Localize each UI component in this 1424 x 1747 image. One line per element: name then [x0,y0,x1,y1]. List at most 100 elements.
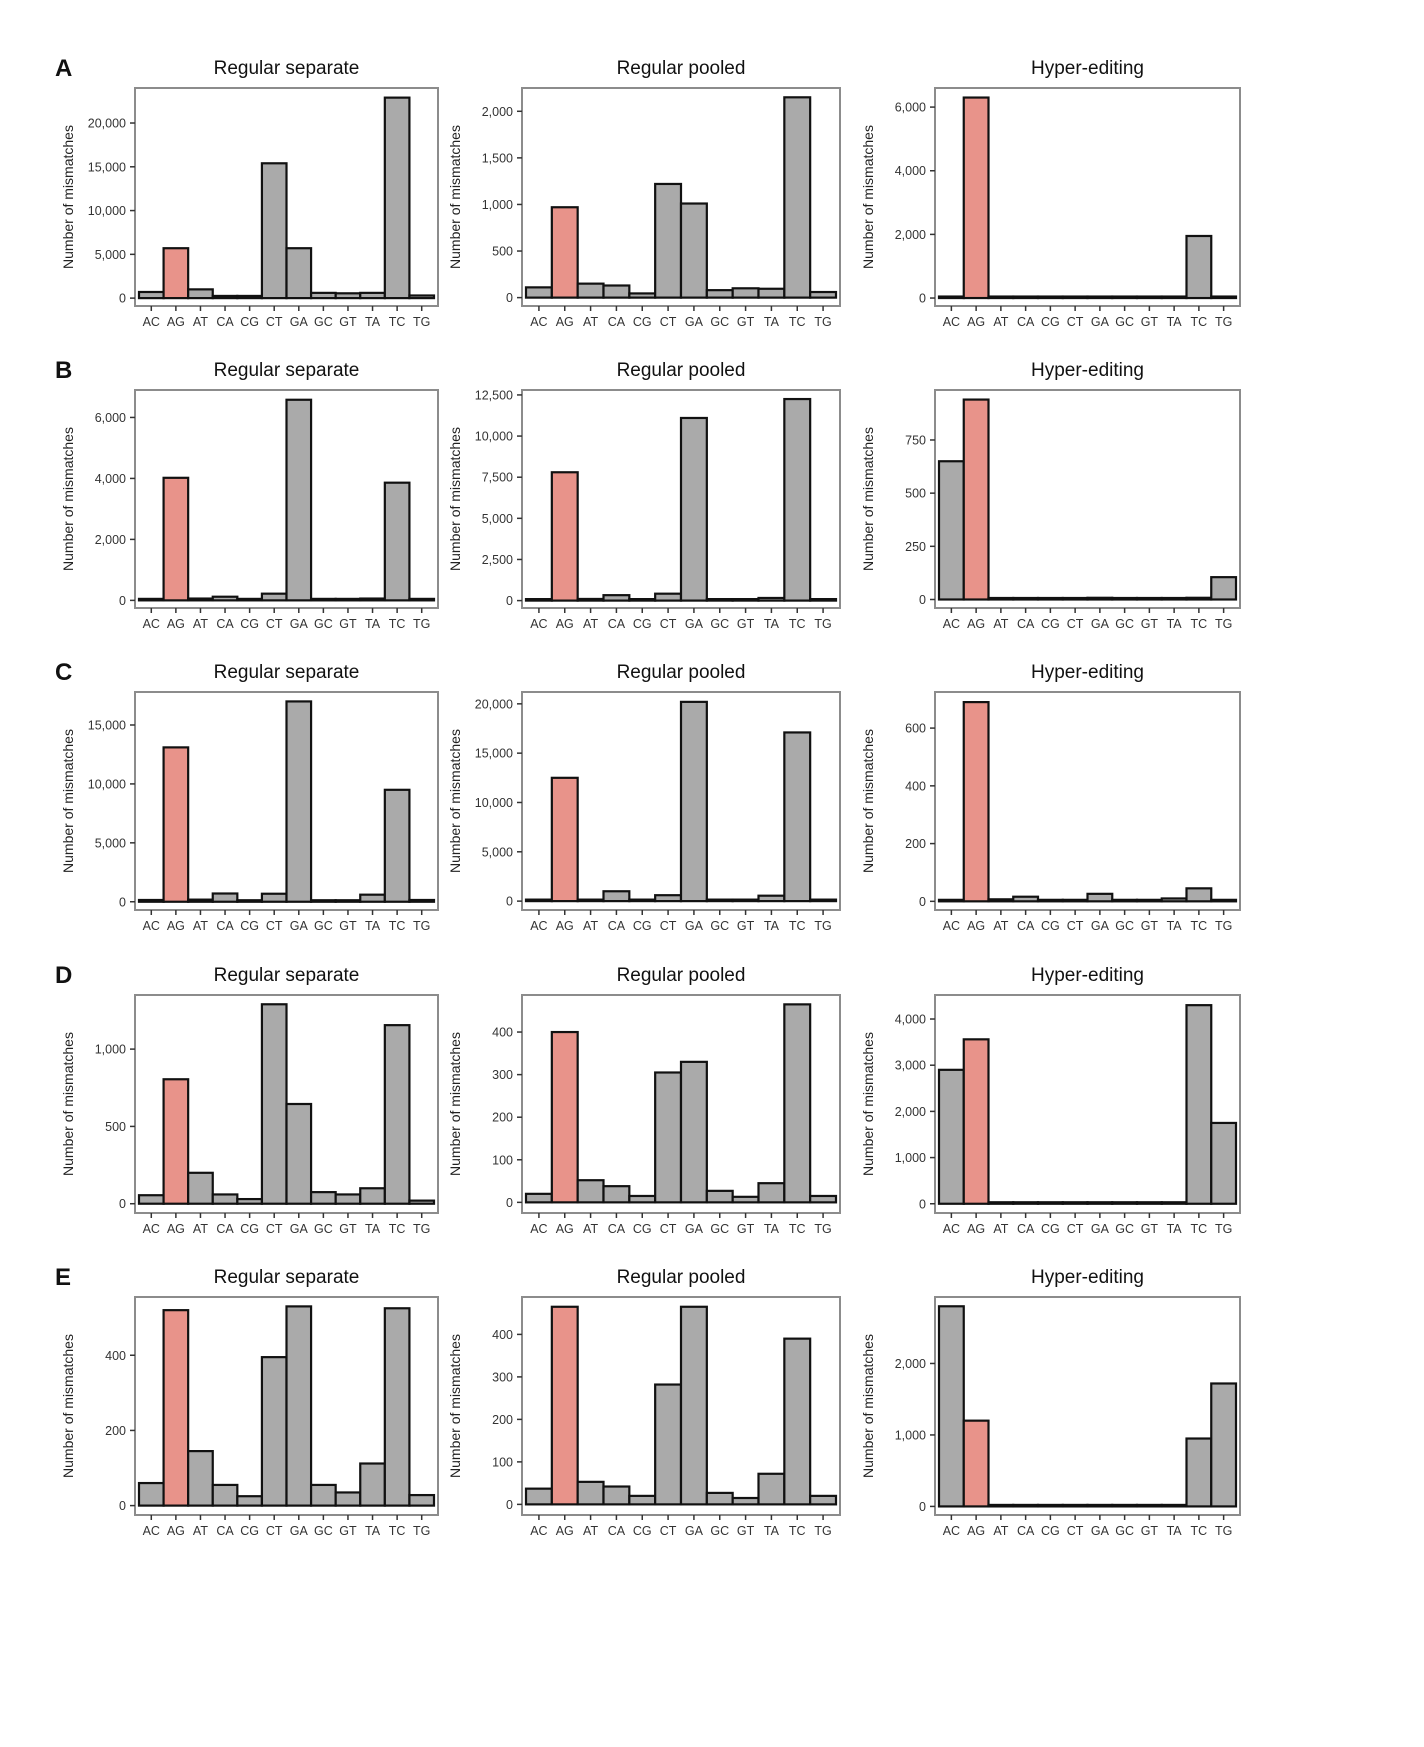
bar-CA [211,1193,239,1205]
y-tick-label: 0 [919,895,926,909]
x-tick-label: CA [216,617,234,631]
y-axis-label: Number of mismatches [447,125,463,269]
x-tick-label: TA [365,919,381,933]
x-tick-label: AT [583,617,598,631]
bar-AG [162,476,190,602]
x-tick-label: GA [685,617,704,631]
y-tick-label: 10,000 [475,796,513,810]
bar-AG [162,746,190,903]
bar-GA [1086,1503,1114,1508]
bar-AG [162,1309,190,1507]
y-tick-label: 500 [492,245,513,259]
x-tick-label: CA [608,919,626,933]
bar-CA [602,284,631,299]
panel-A-2: Hyper-editing AC AG AT CA CG CT GA GC GT TA TC TG 0 2,… [860,58,1241,329]
x-tick-label: CG [633,315,652,329]
x-tick-label: GT [1141,315,1159,329]
x-tick-label: GA [685,315,704,329]
x-tick-label: GT [339,617,357,631]
x-tick-label: CG [1041,617,1060,631]
bar-CA [1012,295,1040,300]
bar-TA [757,596,786,602]
x-tick-label: AC [943,315,960,329]
bar-GT [1135,898,1163,903]
bar-GC [1111,1503,1139,1508]
bar-AT [987,1503,1015,1508]
x-tick-label: AG [556,1222,574,1236]
bar-CA [602,1185,631,1204]
x-tick-label: TA [764,1222,780,1236]
x-tick-label: AG [167,617,185,631]
bar-AT [987,596,1015,601]
x-tick-label: TA [1167,617,1183,631]
bar-TG [809,898,838,903]
x-tick-label: AT [193,919,208,933]
y-tick-label: 20,000 [475,697,513,711]
x-tick-label: GT [1141,617,1159,631]
bar-GC [1111,596,1139,601]
x-tick-label: GA [1091,315,1110,329]
y-axis-label: Number of mismatches [60,125,76,269]
bar-CG [1036,1503,1064,1508]
bar-AT [576,1480,605,1506]
x-tick-label: TC [1191,617,1208,631]
x-tick-label: TA [365,617,381,631]
x-tick-label: CT [1067,1524,1084,1538]
y-tick-label: 2,000 [95,533,126,547]
x-tick-label: GA [290,617,309,631]
y-tick-label: 15,000 [88,160,126,174]
x-tick-label: CT [660,617,677,631]
bar-AG [162,1078,190,1205]
bar-CG [236,1197,264,1205]
x-tick-label: GA [290,315,309,329]
y-tick-label: 0 [506,594,513,608]
panel-title: Regular separate [214,360,360,381]
x-tick-label: TC [1191,919,1208,933]
bar-TG [1210,576,1238,601]
bar-TC [383,1024,411,1205]
y-tick-label: 600 [905,722,926,736]
bar-AC [137,898,165,903]
bar-CT [654,1071,683,1204]
bar-GA [1086,1201,1114,1205]
y-tick-label: 4,000 [895,164,926,178]
x-tick-label: AC [530,315,547,329]
x-tick-label: CT [266,1222,283,1236]
panel-A-0: Regular separate AC AG AT CA CG CT GA GC GT TA TC TG… [60,58,439,329]
y-tick-label: 200 [905,837,926,851]
x-tick-label: GC [1115,1524,1134,1538]
x-tick-label: CT [660,1222,677,1236]
bar-GC [705,1491,734,1506]
y-axis-label: Number of mismatches [860,427,876,571]
y-tick-label: 250 [905,540,926,554]
bar-AT [987,295,1015,300]
x-tick-label: AT [583,919,598,933]
x-tick-label: CA [1017,315,1035,329]
x-tick-label: AG [167,1222,185,1236]
x-tick-label: CA [1017,919,1035,933]
x-tick-label: TG [814,617,831,631]
bar-GA [285,247,313,300]
panel-title: Regular separate [214,662,360,683]
panel-title: Regular separate [214,58,360,79]
bar-CT [260,1356,288,1507]
x-tick-label: CG [633,1524,652,1538]
bar-TG [408,294,436,300]
panel-title: Hyper-editing [1031,360,1144,381]
bar-AC [137,597,165,602]
x-tick-label: TA [1167,1222,1183,1236]
x-tick-label: AC [943,919,960,933]
bar-GA [285,700,313,903]
x-tick-label: TC [1191,1524,1208,1538]
x-tick-label: GA [685,919,704,933]
x-tick-label: GC [314,919,333,933]
x-tick-label: TG [1215,919,1232,933]
bar-AT [987,898,1015,903]
y-tick-label: 0 [919,1197,926,1211]
y-tick-label: 2,000 [895,228,926,242]
x-tick-label: AC [530,919,547,933]
y-tick-label: 1,000 [895,1428,926,1442]
y-tick-label: 2,000 [895,1357,926,1371]
y-tick-label: 400 [492,1026,513,1040]
